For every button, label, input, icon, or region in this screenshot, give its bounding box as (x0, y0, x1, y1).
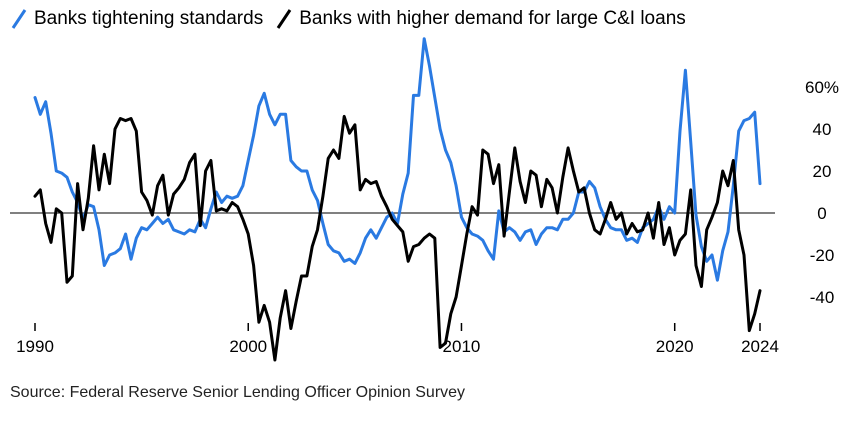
legend-slash-icon (11, 9, 27, 29)
legend-label-tightening-standards: Banks tightening standards (34, 8, 264, 29)
y-tick-label: -40 (810, 288, 835, 307)
y-tick-label: 20 (813, 162, 832, 181)
source-note: Source: Federal Reserve Senior Lending O… (10, 384, 466, 401)
y-tick-label: 40 (813, 120, 832, 139)
x-tick-label: 1990 (16, 337, 54, 356)
legend-item-higher-demand: Banks with higher demand for large C&I l… (275, 8, 686, 30)
series-line-tightening-standards (33, 37, 762, 282)
legend-item-tightening-standards: Banks tightening standards (10, 8, 263, 30)
x-tick-label: 2010 (443, 337, 481, 356)
y-tick-label: 60% (805, 78, 839, 97)
legend-slash-icon (276, 9, 292, 29)
y-tick-label: 0 (817, 204, 826, 223)
series-line-higher-demand (33, 114, 762, 362)
legend: Banks tightening standards Banks with hi… (10, 6, 698, 32)
legend-label-higher-demand: Banks with higher demand for large C&I l… (299, 8, 686, 29)
x-tick-label: 2024 (741, 337, 779, 356)
x-tick-label: 2000 (229, 337, 267, 356)
y-tick-label: -20 (810, 246, 835, 265)
x-tick-label: 2020 (656, 337, 694, 356)
line-chart: 1990 2000 2010 2020 2024 60% 40 20 0 -20 -40 (10, 37, 839, 362)
